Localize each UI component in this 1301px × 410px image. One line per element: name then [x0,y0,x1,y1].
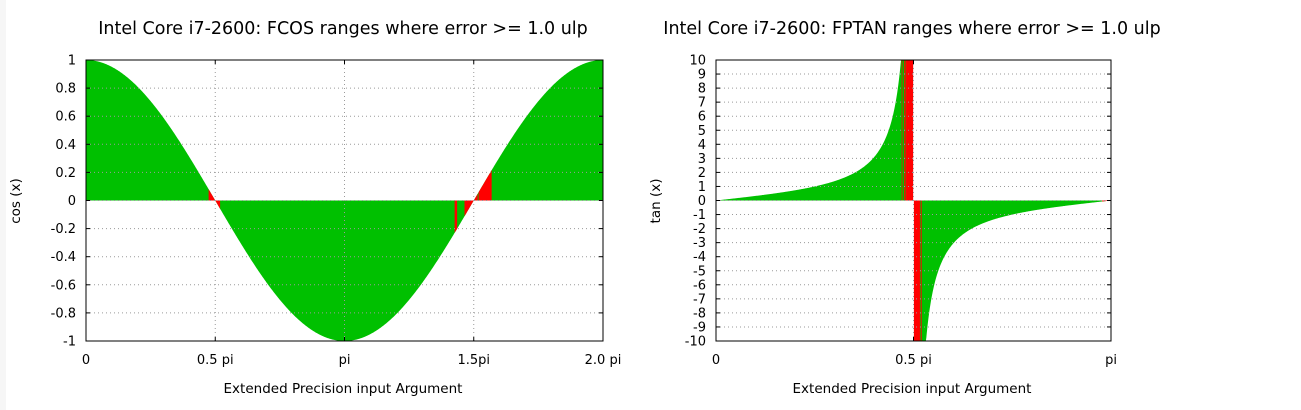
fptan-y-tick-label: -4 [693,250,706,265]
fcos-y-tick-label: -0.8 [51,306,76,321]
fptan-y-tick-label: 5 [698,124,706,139]
fcos-y-tick-label: 0.8 [55,82,76,97]
fptan-y-tick-label: 8 [698,82,706,97]
fptan-y-tick-label: -3 [693,236,706,251]
fcos-x-tick-label: 1.5pi [457,353,490,368]
fptan-y-tick-label: 4 [698,138,706,153]
fptan-y-tick-label: 1 [698,180,706,195]
fcos-error-range [454,200,458,233]
fcos-error-range [478,170,492,201]
fcos-x-tick-label: 0.5 pi [197,353,234,368]
fcos-x-axis-label: Extended Precision input Argument [224,381,463,397]
fptan-area-fill [913,200,1111,341]
fptan-x-tick-label: 0 [712,353,720,368]
fcos-y-tick-label: 0 [68,194,76,209]
fptan-x-tick-label: pi [1105,353,1117,368]
fcos-y-tick-label: 0.2 [55,166,76,181]
fptan-y-tick-label: 9 [698,68,706,83]
fptan-y-tick-label: -1 [693,208,706,223]
fcos-error-range [464,193,478,217]
fptan-y-tick-label: -9 [693,320,706,335]
fptan-error-range [901,60,903,201]
fptan-y-tick-label: -8 [693,306,706,321]
fcos-y-axis-label: cos (x) [8,178,24,224]
fptan-error-range [920,200,922,341]
fptan-error-range [905,60,914,201]
fptan-y-tick-label: 7 [698,96,706,111]
fptan-y-tick-label: -2 [693,222,706,237]
fptan-y-tick-label: -6 [693,278,706,293]
fcos-y-tick-label: 0.6 [55,110,76,125]
fcos-y-tick-label: 0.4 [55,138,76,153]
fcos-y-tick-label: -1 [63,335,76,350]
fptan-y-tick-label: -7 [693,292,706,307]
fcos-chart-title: Intel Core i7-2600: FCOS ranges where er… [98,19,588,39]
fptan-y-tick-label: 2 [698,166,706,181]
fptan-y-tick-label: -10 [685,335,706,350]
fptan-area-fill [716,60,914,201]
fptan-y-tick-label: 6 [698,110,706,125]
fptan-x-tick-label: 0.5 pi [895,353,932,368]
fptan-chart: Intel Core i7-2600: FPTAN ranges where e… [648,19,1161,397]
fptan-y-tick-label: 3 [698,152,706,167]
fcos-chart: Intel Core i7-2600: FCOS ranges where er… [8,19,621,397]
fcos-error-range [208,189,221,209]
fcos-y-tick-label: -0.6 [51,278,76,293]
fcos-y-tick-label: -0.2 [51,222,76,237]
fptan-chart-title: Intel Core i7-2600: FPTAN ranges where e… [663,19,1160,39]
window-edge [0,0,6,410]
fcos-x-tick-label: 0 [82,353,90,368]
fcos-y-tick-label: 1 [68,54,76,69]
fptan-y-axis-label: tan (x) [648,179,664,224]
fptan-y-tick-label: -5 [693,264,706,279]
fptan-y-tick-label: 10 [689,54,706,69]
fptan-y-tick-label: 0 [698,194,706,209]
fcos-x-tick-label: pi [339,353,351,368]
fcos-y-tick-label: -0.4 [51,250,76,265]
fptan-x-axis-label: Extended Precision input Argument [793,381,1032,397]
fcos-x-tick-label: 2.0 pi [585,353,622,368]
